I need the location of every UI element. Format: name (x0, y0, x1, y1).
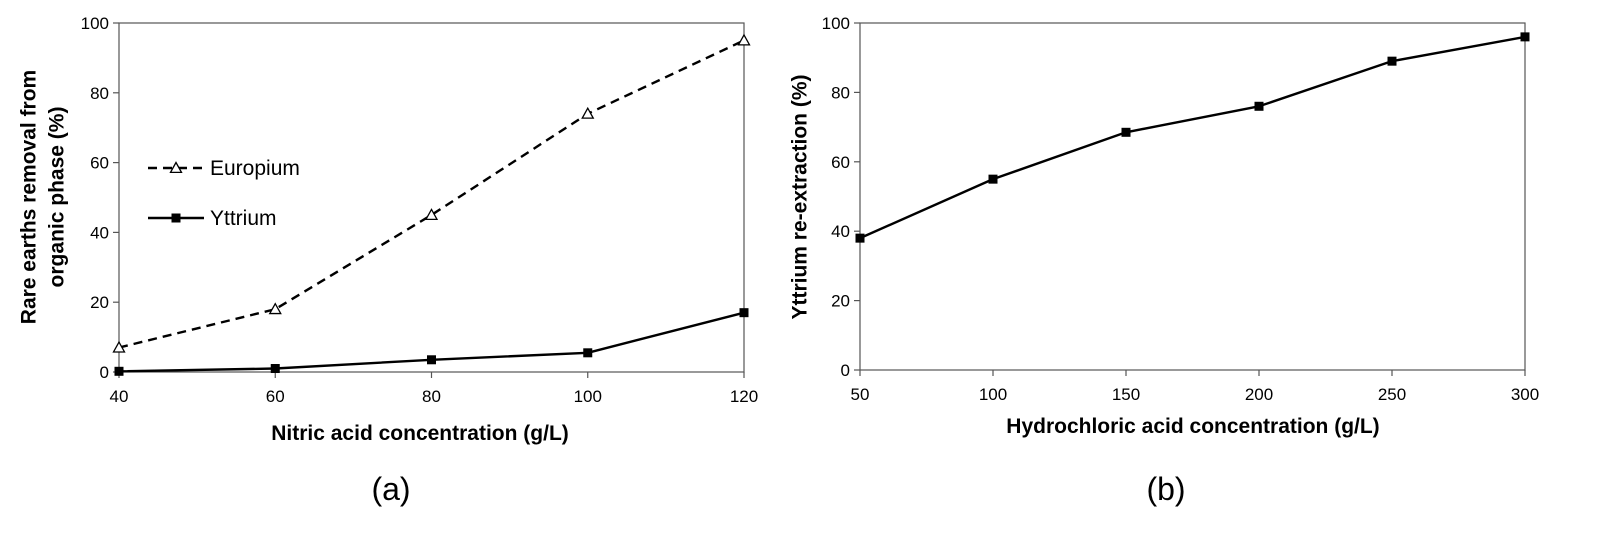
x-tick-label: 60 (266, 387, 285, 406)
chart-panel-b: 0 20 40 60 80 100 50 100 150 200 250 300 Hydrochlori… (789, 14, 1540, 507)
x-tick-label: 80 (422, 387, 441, 406)
data-point-europium (112, 340, 126, 353)
y-tick-label: 20 (831, 292, 850, 311)
y-tick-label: 60 (831, 153, 850, 172)
y-tick-label: 80 (831, 83, 850, 102)
y-tick-label: 0 (841, 361, 850, 380)
x-tick-label: 120 (730, 387, 758, 406)
x-tick-label: 40 (110, 387, 129, 406)
y-axis-title: Yttrium re-extraction (%) (789, 74, 812, 319)
data-point-yttrium (1387, 56, 1397, 66)
series-line-europium (118, 39, 745, 349)
y-tick-label: 40 (831, 222, 850, 241)
legend-marker (169, 161, 183, 174)
x-axis-title: Hydrochloric acid concentration (g/L) (1006, 415, 1379, 438)
data-point-europium (268, 302, 282, 315)
y-axis-title: Rare earths removal from (18, 70, 41, 324)
legend-label: Europium (210, 157, 300, 180)
chart-panel-a: 0 20 40 60 80 100 40 60 80 100 120 Nitric acid conc… (18, 14, 759, 507)
data-point-yttrium (427, 355, 436, 365)
x-tick-label: 100 (979, 385, 1007, 404)
plot-area-frame (118, 22, 745, 373)
y-tick-label: 100 (822, 14, 850, 33)
data-point-yttrium (583, 348, 593, 358)
series-line-yttrium (859, 35, 1526, 240)
data-point-europium (737, 33, 751, 46)
y-tick-label: 60 (90, 154, 109, 173)
data-point-yttrium (855, 233, 865, 243)
y-tick-label: 20 (90, 293, 109, 312)
data-point-yttrium (270, 364, 280, 374)
y-tick-label: 40 (90, 223, 109, 242)
x-tick-label: 50 (851, 385, 870, 404)
data-point-yttrium (1254, 101, 1264, 111)
x-tick-label: 250 (1378, 385, 1406, 404)
data-point-yttrium (114, 366, 124, 376)
x-tick-label: 200 (1245, 385, 1273, 404)
legend-label: Yttrium (210, 207, 277, 230)
data-point-yttrium (1520, 32, 1530, 42)
legend-marker (171, 213, 181, 223)
y-axis-title: organic phase (%) (46, 107, 69, 288)
y-tick-label: 0 (100, 363, 109, 382)
y-tick-label: 100 (81, 14, 109, 33)
panel-label: (a) (371, 471, 410, 507)
data-point-yttrium (739, 308, 749, 318)
data-point-europium (424, 208, 439, 221)
plot-area-frame (859, 22, 1526, 371)
x-tick-label: 100 (574, 387, 602, 406)
data-point-yttrium (988, 174, 998, 184)
x-tick-label: 150 (1112, 385, 1140, 404)
y-tick-label: 80 (90, 84, 109, 103)
panel-label: (b) (1146, 471, 1185, 507)
x-axis-title: Nitric acid concentration (g/L) (271, 422, 569, 445)
data-point-yttrium (1121, 127, 1131, 137)
data-point-europium (581, 106, 595, 119)
x-tick-label: 300 (1511, 385, 1539, 404)
